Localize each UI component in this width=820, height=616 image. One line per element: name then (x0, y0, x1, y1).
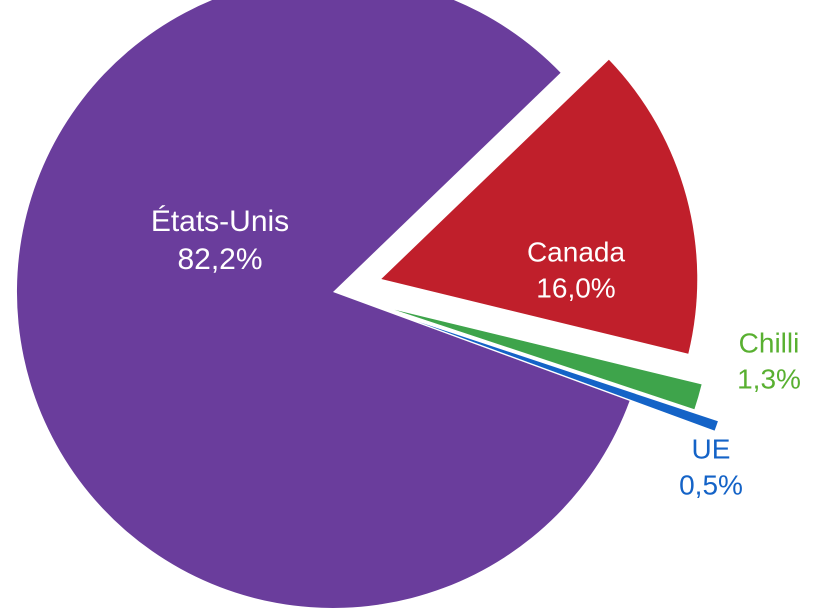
slice-value: 82,2% (177, 243, 263, 276)
pie-slice-0 (16, 0, 630, 608)
slice-value: 16,0% (536, 272, 616, 303)
slice-name: Canada (526, 236, 626, 268)
slice-label-canada: Canada 16,0% (527, 234, 625, 305)
pie-slice-2 (394, 309, 702, 410)
slice-value: 1,3% (737, 363, 801, 394)
slice-label-chilli: Chilli 1,3% (737, 325, 801, 396)
pie-slice-1 (381, 59, 698, 354)
pie-slice-3 (418, 321, 718, 431)
slice-name: Chilli (738, 327, 800, 359)
slice-label-ue: UE 0,5% (679, 431, 743, 502)
slice-label-etats-unis: États-Unis 82,2% (151, 203, 289, 279)
slice-name: États-Unis (150, 204, 290, 238)
slice-name: UE (691, 433, 731, 465)
slice-value: 0,5% (679, 469, 743, 500)
